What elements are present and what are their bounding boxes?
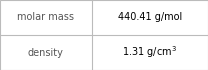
Text: molar mass: molar mass — [17, 13, 74, 22]
Text: density: density — [28, 48, 64, 57]
Text: 440.41 g/mol: 440.41 g/mol — [118, 13, 182, 22]
Text: 1.31 g/cm$^3$: 1.31 g/cm$^3$ — [122, 45, 177, 60]
